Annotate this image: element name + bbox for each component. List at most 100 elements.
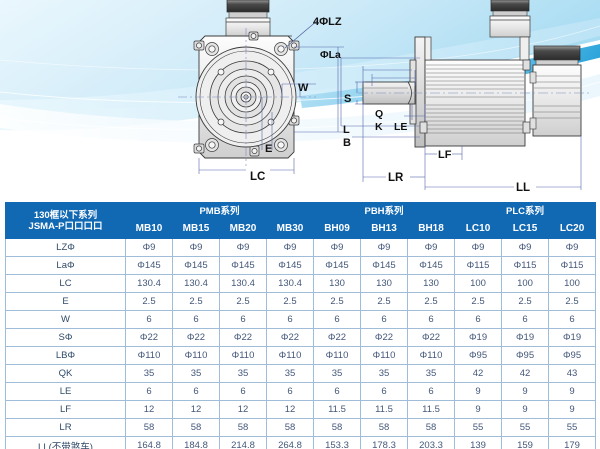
cell: 42 [501, 364, 550, 383]
cell: 58 [266, 418, 314, 437]
row-label: LC [5, 274, 126, 293]
cell: Φ110 [360, 346, 408, 365]
label-lf: LF [438, 149, 452, 161]
cell: 2.5 [172, 292, 220, 311]
cell: Φ115 [454, 256, 503, 275]
cell: 35 [313, 364, 361, 383]
cell: 2.5 [219, 292, 267, 311]
table-row: SΦ Φ22 Φ22 Φ22 Φ22 Φ22 Φ22 Φ22 Φ19 Φ19 Φ19 [5, 328, 597, 347]
table-row: QK 35 35 35 35 35 35 35 42 42 43 [5, 364, 597, 383]
cell: 58 [172, 418, 220, 437]
cell: 264.8 [266, 436, 314, 449]
cell: 58 [219, 418, 267, 437]
cell: 203.3 [406, 436, 456, 449]
cell: Φ19 [454, 328, 503, 347]
cell: 35 [406, 364, 456, 383]
table-row: LF 12 12 12 12 11.5 11.5 11.5 9 9 9 [5, 400, 597, 419]
model-header-5: BH13 [360, 217, 408, 239]
table-head: 130框以下系列 JSMA-P口口口口 PMB系列 PBH系列 PLC系列 MB… [5, 202, 597, 239]
model-header-3: MB30 [266, 217, 314, 239]
cell: 214.8 [219, 436, 267, 449]
cell: Φ22 [125, 328, 173, 347]
cell: 6 [266, 310, 314, 329]
cell: Φ22 [406, 328, 456, 347]
cell: Φ9 [501, 238, 550, 257]
label-4philz: 4ΦLZ [313, 16, 342, 28]
cell: 55 [454, 418, 503, 437]
dimension-spec-table: 130框以下系列 JSMA-P口口口口 PMB系列 PBH系列 PLC系列 MB… [5, 202, 597, 449]
cell: 184.8 [172, 436, 220, 449]
technical-drawings: 4ΦLZ ΦLa W E LC S L B Q K LE LF LR LL [0, 0, 600, 196]
cell: 6 [125, 382, 173, 401]
cell: Φ115 [548, 256, 597, 275]
cell: Φ110 [125, 346, 173, 365]
cell: 35 [360, 364, 408, 383]
cell: Φ9 [360, 238, 408, 257]
model-header-6: BH18 [406, 217, 456, 239]
cell: 55 [548, 418, 597, 437]
row-label: SΦ [5, 328, 126, 347]
cell: 12 [125, 400, 173, 419]
cell: Φ95 [548, 346, 597, 365]
cell: 6 [219, 382, 267, 401]
cell: Φ9 [266, 238, 314, 257]
corner-line-2: JSMA-P口口口口 [28, 220, 103, 232]
cell: 9 [454, 400, 503, 419]
cell: Φ110 [313, 346, 361, 365]
cell: 130.4 [172, 274, 220, 293]
cell: 130.4 [219, 274, 267, 293]
row-label: LR [5, 418, 126, 437]
cell: 6 [406, 382, 456, 401]
table-row: LR 58 58 58 58 58 58 58 55 55 55 [5, 418, 597, 437]
group-header-row: 130框以下系列 JSMA-P口口口口 PMB系列 PBH系列 PLC系列 [5, 202, 597, 239]
cell: Φ145 [313, 256, 361, 275]
cell: 130.4 [125, 274, 173, 293]
label-lr: LR [388, 172, 404, 184]
cell: 6 [548, 310, 597, 329]
model-header-8: LC15 [501, 217, 550, 239]
cell: Φ22 [266, 328, 314, 347]
cell: 153.3 [313, 436, 361, 449]
row-label: LE [5, 382, 126, 401]
cell: 6 [406, 310, 456, 329]
cell: Φ9 [125, 238, 173, 257]
cell: 6 [172, 310, 220, 329]
table-row: LC 130.4 130.4 130.4 130.4 130 130 130 100 100 100 [5, 274, 597, 293]
cell: Φ110 [406, 346, 456, 365]
model-header-row: MB10 MB15 MB20 MB30 BH09 BH13 BH18 LC10 … [6, 217, 597, 239]
table-row: LL(不带煞车) 164.8 184.8 214.8 264.8 153.3 178.3 20… [5, 436, 597, 449]
model-header-4: BH09 [313, 217, 361, 239]
cell: 11.5 [406, 400, 456, 419]
model-header-0: MB10 [125, 217, 173, 239]
row-label: QK [5, 364, 126, 383]
cell: 6 [313, 382, 361, 401]
cell: Φ110 [219, 346, 267, 365]
cell: 100 [501, 274, 550, 293]
label-ll: LL [516, 182, 530, 194]
cell: 9 [501, 382, 550, 401]
cell: 6 [360, 310, 408, 329]
model-header-2: MB20 [219, 217, 267, 239]
cell: Φ9 [454, 238, 503, 257]
label-e: E [265, 143, 272, 155]
cell: 35 [172, 364, 220, 383]
label-lc: LC [250, 171, 265, 183]
cell: 11.5 [313, 400, 361, 419]
cell: 55 [501, 418, 550, 437]
cell: Φ110 [266, 346, 314, 365]
cell: 6 [454, 310, 503, 329]
cell: 130 [360, 274, 408, 293]
label-l: L [343, 124, 350, 136]
table-corner-header: 130框以下系列 JSMA-P口口口口 [5, 202, 126, 239]
table-row: LaΦ Φ145 Φ145 Φ145 Φ145 Φ145 Φ145 Φ145 Φ115 Φ115 Φ… [5, 256, 597, 275]
cell: Φ145 [172, 256, 220, 275]
row-label: LBΦ [5, 346, 126, 365]
table-body: LZΦ Φ9 Φ9 Φ9 Φ9 Φ9 Φ9 Φ9 Φ9 Φ9 Φ9 LaΦ Φ145 Φ145 Φ145 Φ1… [5, 238, 597, 449]
cell: 6 [360, 382, 408, 401]
cell: 130.4 [266, 274, 314, 293]
cell: Φ145 [219, 256, 267, 275]
label-w: W [298, 82, 309, 94]
cell: 100 [548, 274, 597, 293]
row-label: LF [5, 400, 126, 419]
